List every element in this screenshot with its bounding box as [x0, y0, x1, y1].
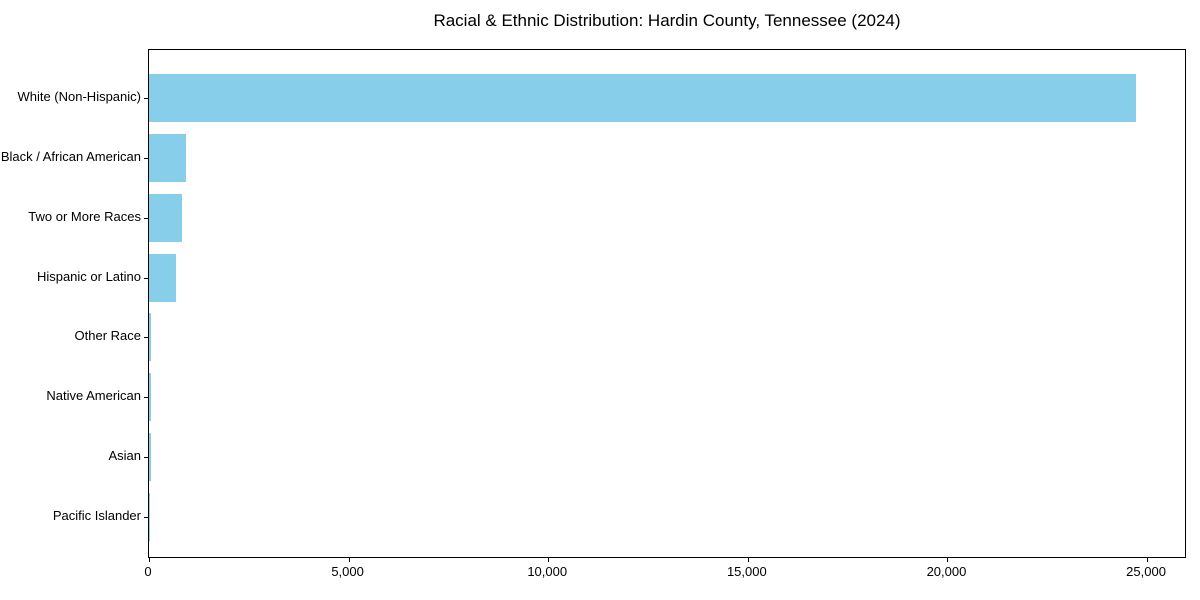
bar-asian [149, 433, 151, 482]
y-tick-mark [144, 516, 148, 518]
x-tick-mark [947, 558, 949, 562]
y-tick-mark [144, 157, 148, 159]
y-tick-mark [144, 457, 148, 459]
y-tick-mark [144, 98, 148, 99]
y-tick-mark [144, 277, 148, 279]
y-tick-mark [144, 337, 148, 339]
y-tick-label: Black / African American [0, 148, 141, 164]
x-tick-label: 5,000 [331, 564, 364, 579]
x-tick-mark [149, 558, 150, 562]
x-tick-label: 25,000 [1126, 564, 1166, 579]
x-tick-mark [1147, 558, 1149, 562]
y-tick-label: Hispanic or Latino [36, 268, 141, 284]
y-tick-label: White (Non-Hispanic) [17, 89, 141, 104]
plot-area [144, 49, 1186, 562]
x-tick-mark [348, 558, 350, 562]
bar-other-race [149, 313, 152, 362]
y-tick-label: Other Race [74, 328, 141, 344]
bar-two-or-more-races [149, 193, 182, 242]
y-tick-label: Two or More Races [28, 208, 141, 224]
y-tick-mark [144, 217, 148, 219]
bar-native-american [149, 373, 151, 422]
y-tick-label: Native American [46, 388, 141, 404]
bar-hispanic-or-latino [149, 253, 176, 302]
x-tick-mark [548, 558, 550, 562]
y-tick-label: Pacific Islander [52, 507, 141, 523]
bar-black-african-american [149, 133, 186, 182]
chart-title: Racial & Ethnic Distribution: Hardin Cou… [433, 11, 901, 30]
x-tick-label: 20,000 [926, 564, 967, 579]
y-tick-label: Asian [108, 448, 141, 464]
x-tick-label: 10,000 [527, 564, 568, 579]
bar-pacific-islander [149, 492, 150, 541]
x-tick-mark [747, 558, 749, 562]
y-tick-mark [144, 397, 148, 399]
x-tick-label: 15,000 [726, 564, 767, 579]
x-tick-label: 0 [144, 564, 152, 579]
bar-white-non-hispanic [149, 74, 1137, 122]
